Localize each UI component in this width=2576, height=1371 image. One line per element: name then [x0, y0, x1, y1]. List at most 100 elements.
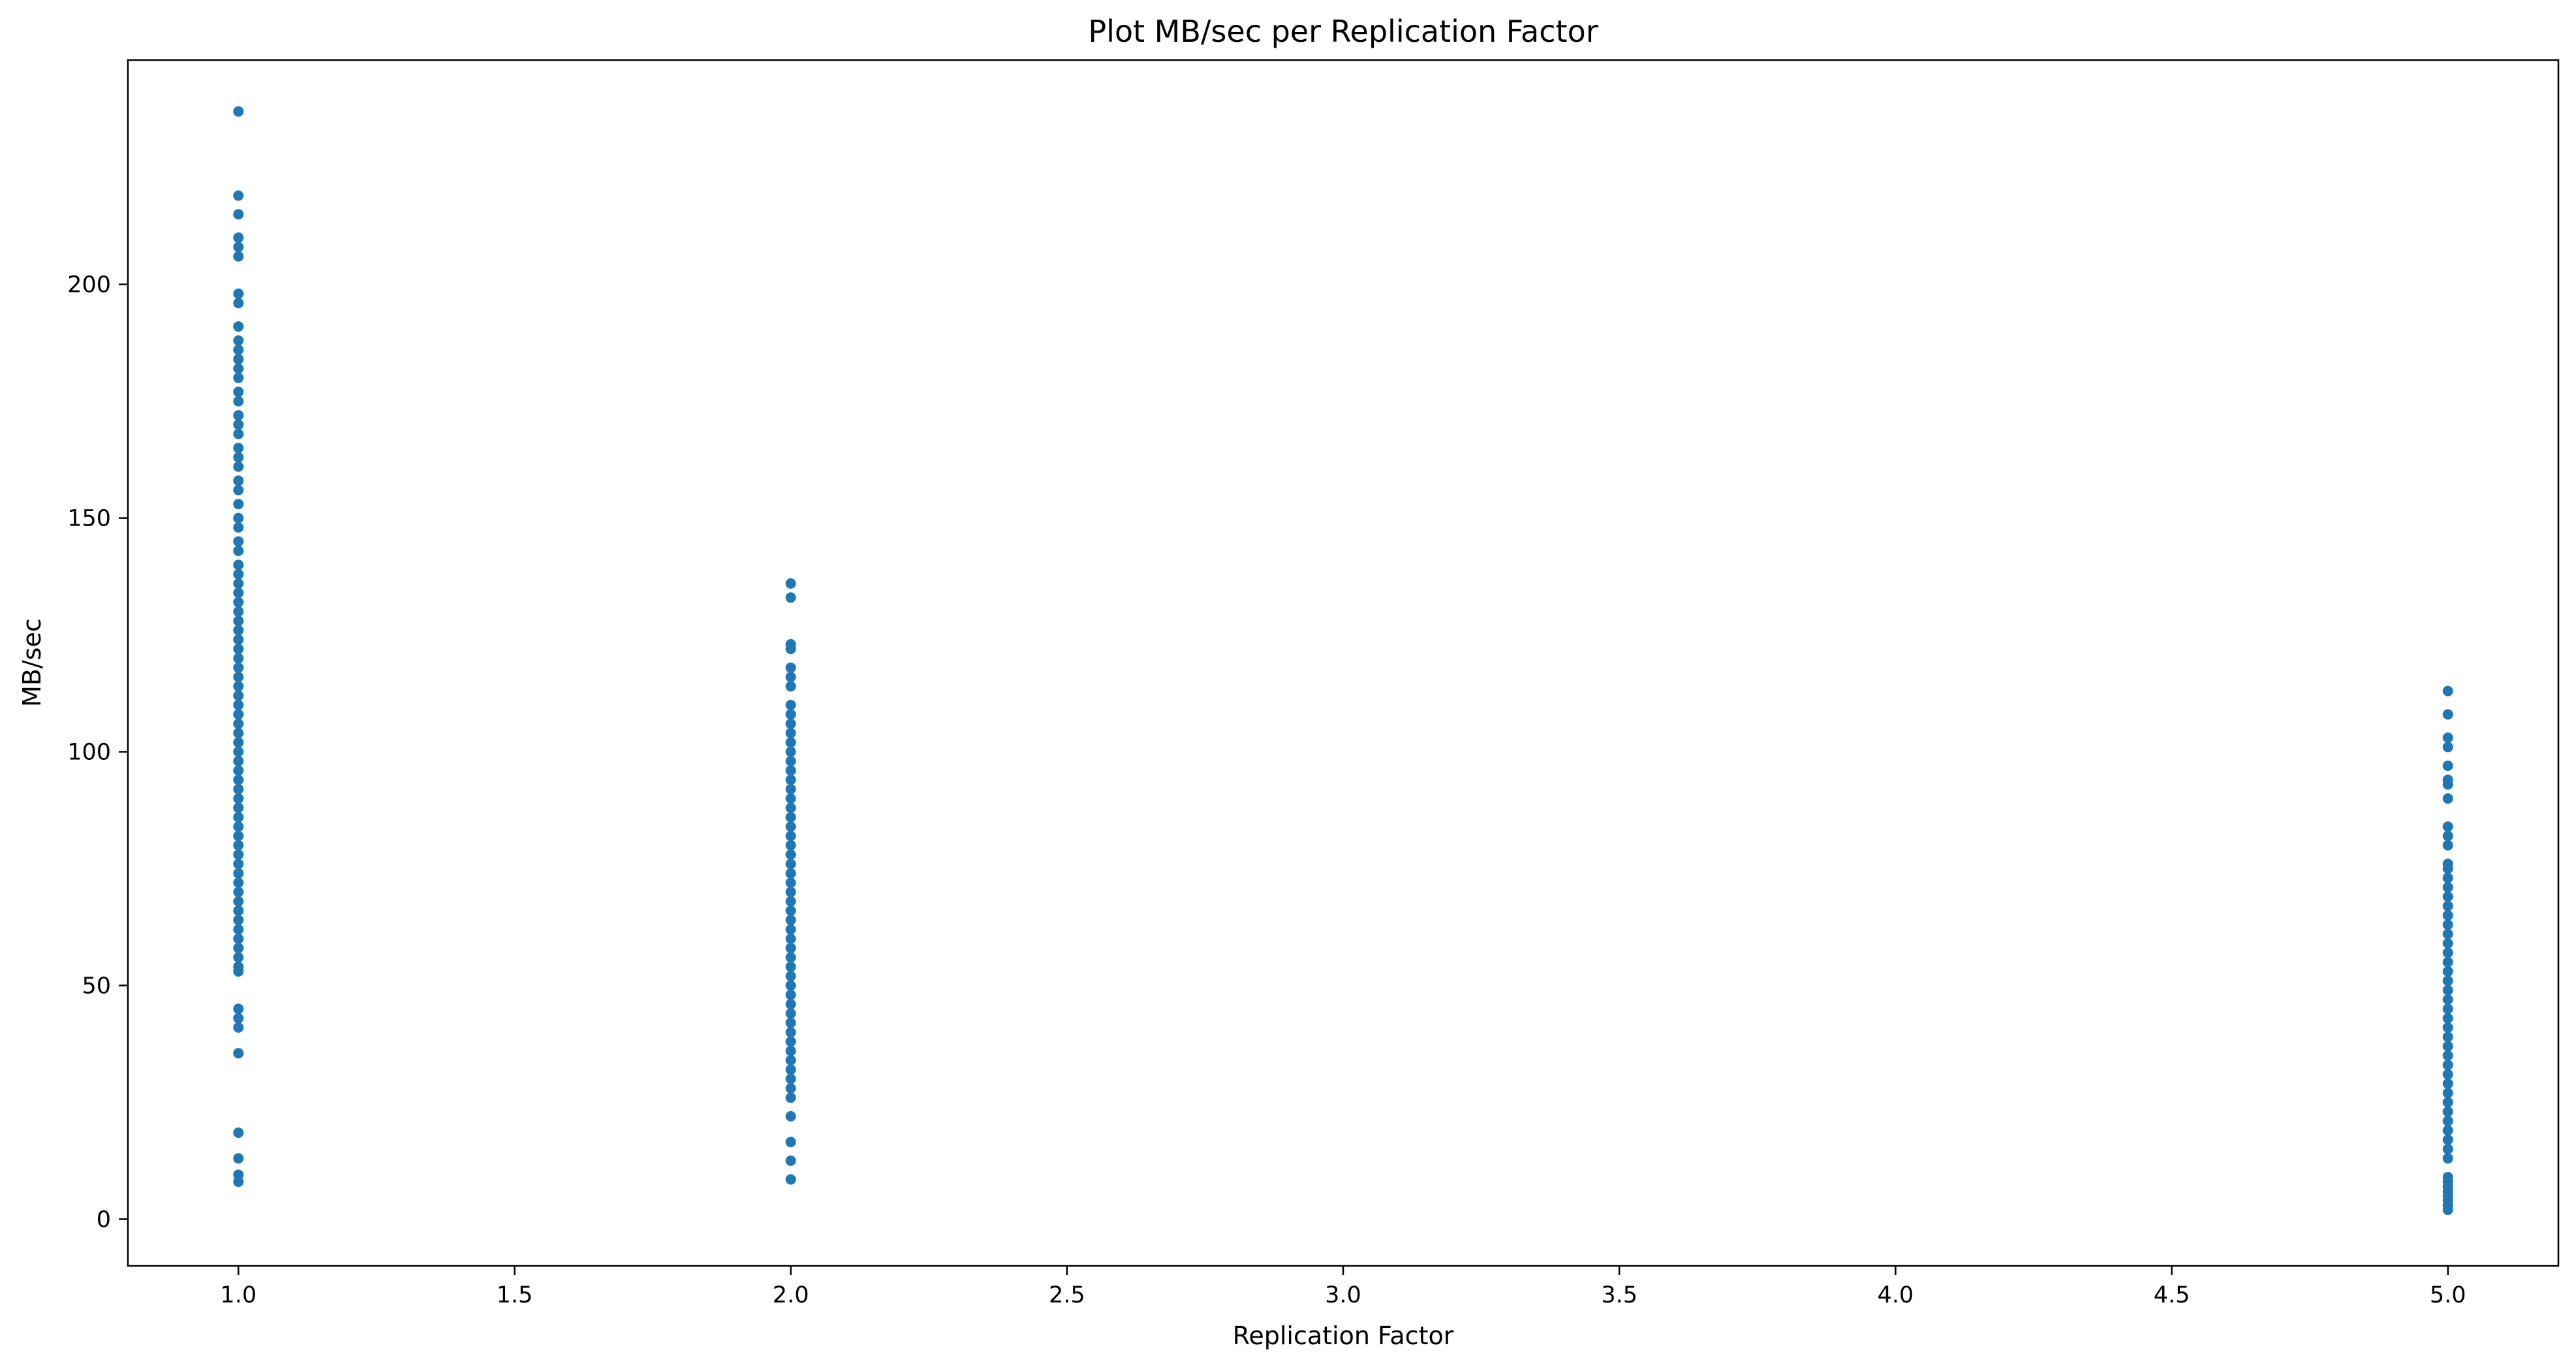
data-point	[785, 887, 796, 898]
data-point	[233, 774, 244, 785]
points-layer	[233, 106, 2453, 1216]
data-point	[785, 737, 796, 748]
data-point	[2442, 966, 2453, 977]
data-point	[785, 802, 796, 813]
data-point	[233, 484, 244, 496]
data-point	[785, 896, 796, 907]
data-point	[233, 499, 244, 510]
data-point	[785, 681, 796, 692]
x-tick-label: 4.0	[1878, 1282, 1914, 1308]
data-point	[2442, 1097, 2453, 1108]
y-axis-ticks: 0 50 100 150 200	[67, 272, 128, 1233]
data-point	[785, 1155, 796, 1166]
x-tick-label: 1.0	[220, 1282, 256, 1308]
y-tick-label: 100	[67, 740, 111, 766]
x-tick-label: 4.5	[2154, 1282, 2190, 1308]
x-tick-label: 5.0	[2430, 1282, 2466, 1308]
data-point	[785, 933, 796, 944]
data-point	[2442, 928, 2453, 939]
data-point	[2442, 910, 2453, 921]
data-point	[2442, 1125, 2453, 1136]
data-point	[785, 592, 796, 603]
data-point	[785, 1174, 796, 1185]
data-point	[233, 877, 244, 888]
data-point	[2442, 779, 2453, 790]
x-tick-label: 1.5	[497, 1282, 533, 1308]
data-point	[233, 545, 244, 556]
data-point	[233, 709, 244, 720]
data-point	[785, 727, 796, 738]
data-point	[2442, 956, 2453, 968]
data-point	[2442, 709, 2453, 720]
data-point	[233, 783, 244, 795]
y-tick-label: 50	[82, 973, 111, 999]
data-point	[785, 812, 796, 823]
data-point	[2442, 821, 2453, 832]
data-point	[233, 830, 244, 842]
data-point	[233, 812, 244, 823]
data-point	[233, 232, 244, 243]
data-point	[2442, 1003, 2453, 1015]
data-point	[2442, 1060, 2453, 1071]
data-point	[233, 868, 244, 879]
data-point	[233, 372, 244, 383]
data-point	[233, 718, 244, 729]
data-point	[233, 681, 244, 692]
data-point	[233, 588, 244, 599]
data-point	[233, 251, 244, 262]
y-tick-label: 150	[67, 506, 111, 532]
data-point	[233, 242, 244, 253]
data-point	[233, 1003, 244, 1015]
data-point	[785, 1036, 796, 1047]
data-point	[785, 644, 796, 654]
data-point	[233, 512, 244, 524]
data-point	[785, 961, 796, 972]
data-point	[785, 849, 796, 860]
data-point	[2442, 1205, 2453, 1216]
data-point	[233, 662, 244, 673]
data-point	[233, 966, 244, 977]
data-point	[785, 821, 796, 832]
data-point	[233, 672, 244, 682]
data-point	[233, 1176, 244, 1188]
data-point	[785, 989, 796, 1000]
data-point	[2442, 793, 2453, 804]
data-point	[785, 1083, 796, 1094]
data-point	[233, 452, 244, 463]
data-point	[233, 298, 244, 309]
data-point	[233, 396, 244, 407]
data-point	[785, 877, 796, 888]
data-point	[2442, 900, 2453, 911]
data-point	[233, 321, 244, 332]
data-point	[2442, 1050, 2453, 1061]
x-tick-label: 3.5	[1601, 1282, 1637, 1308]
data-point	[2442, 840, 2453, 851]
data-point	[233, 896, 244, 907]
data-point	[2442, 761, 2453, 771]
y-tick-label: 0	[97, 1206, 111, 1233]
data-point	[2442, 1144, 2453, 1154]
data-point	[233, 1013, 244, 1024]
data-point	[785, 943, 796, 954]
data-point	[785, 774, 796, 785]
data-point	[233, 106, 244, 117]
data-point	[233, 849, 244, 860]
data-point	[233, 737, 244, 748]
data-point	[233, 363, 244, 374]
x-axis-label: Replication Factor	[1233, 1321, 1454, 1350]
data-point	[233, 522, 244, 533]
data-point	[785, 1008, 796, 1019]
data-point	[2442, 994, 2453, 1005]
data-point	[233, 905, 244, 916]
data-point	[233, 653, 244, 664]
data-point	[785, 840, 796, 851]
data-point	[785, 1064, 796, 1075]
data-point	[233, 1127, 244, 1138]
data-point	[233, 765, 244, 776]
data-point	[2442, 863, 2453, 874]
data-point	[785, 924, 796, 935]
data-point	[785, 905, 796, 916]
data-point	[233, 1048, 244, 1059]
data-point	[233, 597, 244, 608]
data-point	[233, 461, 244, 472]
